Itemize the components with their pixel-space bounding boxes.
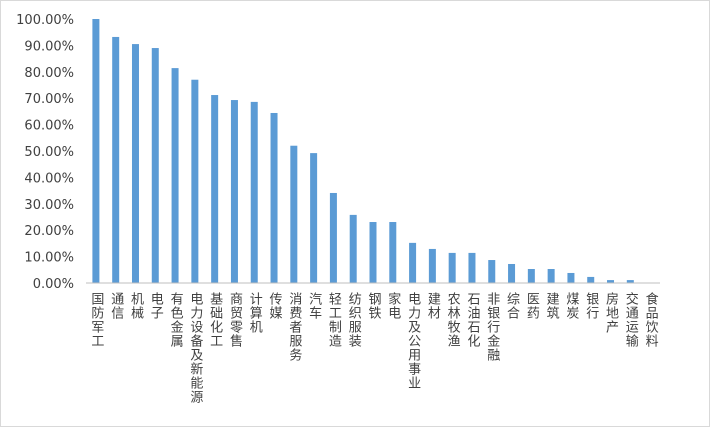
x-tick-label: 机械 [128,292,144,320]
bar [171,68,179,283]
x-tick-label: 电力设备及新能源 [187,292,203,404]
x-tick-label: 食品饮料 [643,291,659,348]
bar [290,145,298,283]
x-tick-label: 非银行金融 [484,292,500,362]
bar [508,263,516,283]
y-tick-label: 70.00% [24,92,74,107]
bar [448,252,456,283]
x-tick-label: 国防军工 [88,292,104,348]
y-tick-label: 80.00% [24,66,74,81]
x-tick-label: 石油石化 [464,292,480,348]
x-tick-label: 农林牧渔 [445,292,461,348]
bar [607,280,615,283]
x-tick-label: 传媒 [267,292,283,320]
bar [230,100,238,283]
x-tick-label: 纺织服装 [346,292,362,348]
bar [488,260,496,283]
bar [468,252,476,283]
bar [92,19,100,283]
y-tick-label: 100.00% [16,13,74,28]
x-tick-label: 综合 [504,292,520,320]
bar [151,48,159,283]
bar [131,44,139,283]
y-tick-label: 90.00% [24,39,74,54]
bar [428,248,436,283]
x-tick-label: 银行 [583,292,599,320]
bar [211,95,219,283]
bar [191,79,199,283]
bar [369,222,377,283]
x-tick-label: 煤炭 [563,292,579,320]
x-tick-label: 轻工制造 [326,292,342,348]
bar [349,214,357,283]
x-tick-label: 交通运输 [623,291,639,348]
bar [270,112,278,283]
x-tick-label: 建材 [425,292,441,320]
bar [250,101,258,284]
x-tick-label: 电力及公用事业 [405,292,421,390]
y-tick-label: 30.00% [24,198,74,213]
bar [409,242,417,283]
bar [329,192,337,283]
y-tick-label: 50.00% [24,145,74,160]
bar [567,272,575,283]
x-tick-label: 计算机 [247,292,263,334]
y-tick-label: 40.00% [24,171,74,186]
x-tick-label: 商贸零售 [227,292,243,348]
x-tick-label: 医药 [524,292,540,320]
y-tick-label: 10.00% [24,251,74,266]
y-tick-label: 60.00% [24,119,74,134]
bar [310,153,318,283]
bar [527,269,535,283]
x-tick-label: 消费者服务 [286,292,302,362]
x-tick-label: 建筑 [544,292,560,320]
x-tick-label: 钢铁 [366,292,382,320]
bar [389,222,397,283]
y-tick-label: 0.00% [33,277,74,292]
bar [547,269,555,283]
x-tick-label: 通信 [108,292,124,320]
x-tick-label: 房地产 [603,291,619,334]
bar [112,36,120,284]
x-tick-label: 汽车 [306,292,322,320]
x-tick-label: 家电 [385,291,401,320]
bar [626,280,634,283]
x-tick-label: 基础化工 [207,292,223,348]
x-tick-label: 电子 [148,292,164,320]
x-tick-label: 有色金属 [168,292,184,348]
y-tick-label: 20.00% [24,224,74,239]
bar [587,276,595,283]
